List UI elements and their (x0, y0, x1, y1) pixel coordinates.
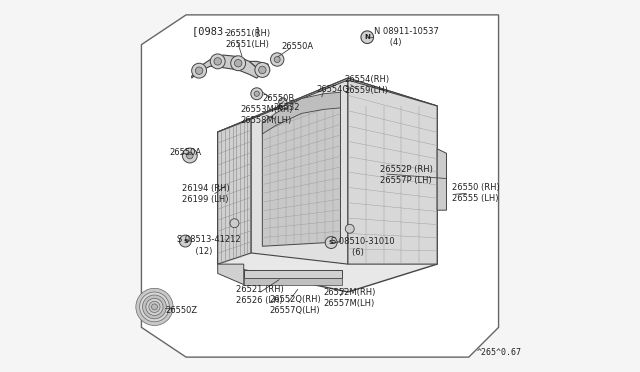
Text: S: S (329, 240, 333, 245)
Text: 26551(RH)
26551(LH): 26551(RH) 26551(LH) (225, 29, 270, 49)
Polygon shape (348, 80, 437, 264)
Circle shape (346, 224, 354, 233)
Circle shape (211, 54, 225, 69)
Circle shape (186, 152, 193, 159)
Circle shape (278, 98, 287, 106)
Text: 26550 (RH)
26555 (LH): 26550 (RH) 26555 (LH) (452, 183, 500, 203)
Circle shape (275, 57, 280, 62)
Text: 26194 (RH)
26199 (LH): 26194 (RH) 26199 (LH) (182, 184, 230, 204)
Circle shape (182, 148, 197, 163)
Circle shape (251, 88, 262, 100)
Polygon shape (218, 119, 251, 264)
Circle shape (146, 298, 163, 315)
Circle shape (191, 63, 207, 78)
Text: 26553M(RH)
26558M(LH): 26553M(RH) 26558M(LH) (240, 105, 292, 125)
Circle shape (230, 219, 239, 228)
Text: 26532: 26532 (273, 103, 300, 112)
Text: S 08510-31010
        (6): S 08510-31010 (6) (331, 237, 395, 257)
Polygon shape (244, 278, 342, 285)
Circle shape (149, 301, 160, 312)
Text: N 08911-10537
      (4): N 08911-10537 (4) (374, 27, 439, 47)
Circle shape (143, 295, 166, 319)
Circle shape (136, 288, 173, 326)
Text: N: N (364, 34, 370, 40)
Circle shape (271, 53, 284, 66)
Text: 26521 (RH)
26526 (LH): 26521 (RH) 26526 (LH) (236, 285, 284, 305)
Circle shape (179, 235, 191, 247)
Polygon shape (437, 149, 447, 210)
Text: 26550A: 26550A (170, 148, 202, 157)
Polygon shape (218, 264, 244, 285)
Polygon shape (191, 55, 260, 78)
Text: 26554(RH)
26559(LH): 26554(RH) 26559(LH) (344, 75, 389, 95)
Circle shape (140, 292, 170, 322)
Polygon shape (262, 92, 340, 246)
Text: 26550B: 26550B (262, 94, 294, 103)
Text: 26550A: 26550A (281, 42, 313, 51)
Text: 26552M(RH)
26557M(LH): 26552M(RH) 26557M(LH) (324, 288, 376, 308)
Text: 26552Q(RH)
26557Q(LH): 26552Q(RH) 26557Q(LH) (270, 295, 321, 315)
Circle shape (234, 60, 242, 67)
Polygon shape (244, 270, 342, 278)
Text: S 08513-41212
       (12): S 08513-41212 (12) (177, 235, 241, 256)
Circle shape (195, 67, 203, 74)
Polygon shape (262, 92, 340, 134)
Text: [0983-    ]: [0983- ] (191, 26, 260, 36)
Circle shape (152, 304, 157, 310)
Text: ^265^0.67: ^265^0.67 (476, 348, 521, 357)
Circle shape (231, 56, 246, 71)
Text: 26554G: 26554G (316, 85, 349, 94)
Polygon shape (141, 15, 499, 357)
Polygon shape (218, 78, 437, 292)
Circle shape (214, 58, 221, 65)
Circle shape (325, 237, 337, 248)
Circle shape (254, 91, 259, 96)
Text: S: S (183, 238, 188, 244)
Polygon shape (218, 78, 437, 132)
Text: 26550Z: 26550Z (166, 306, 198, 315)
Polygon shape (251, 80, 348, 264)
Circle shape (255, 62, 270, 77)
Polygon shape (250, 61, 270, 74)
Text: 26552P (RH)
26557P (LH): 26552P (RH) 26557P (LH) (380, 165, 433, 185)
Circle shape (361, 31, 374, 44)
Circle shape (259, 66, 266, 74)
